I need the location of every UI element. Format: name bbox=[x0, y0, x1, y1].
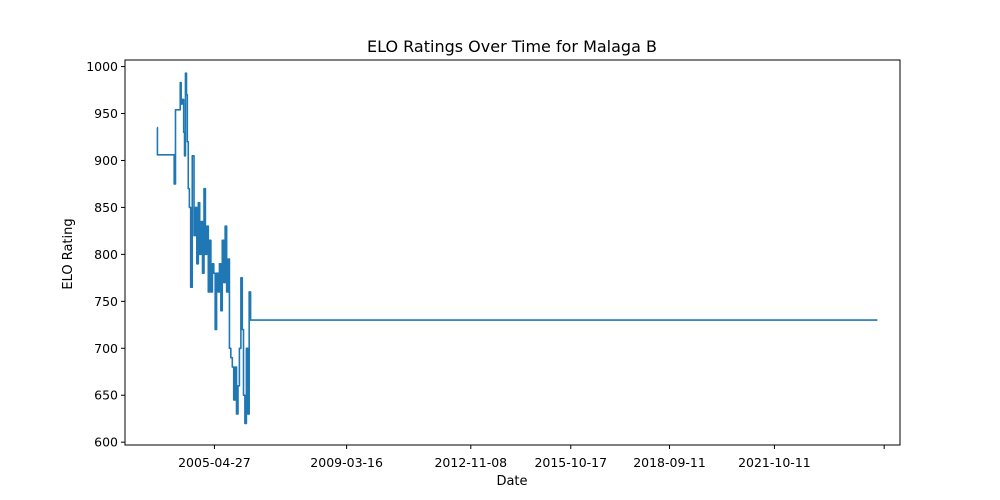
x-tick-label: 2009-03-16 bbox=[310, 455, 383, 470]
plot-area: 600 650 700 750 800 850 900 950 1000 2005-04-27 20… bbox=[86, 59, 901, 470]
x-tick-label: 2005-04-27 bbox=[178, 455, 251, 470]
x-axis-label: Date bbox=[496, 474, 527, 489]
series-line-0 bbox=[156, 72, 878, 425]
y-tick-label: 750 bbox=[94, 294, 118, 309]
x-tick-label: 2015-10-17 bbox=[534, 455, 607, 470]
x-tick-label: 2012-11-08 bbox=[434, 455, 507, 470]
x-tick-label: 2018-09-11 bbox=[633, 455, 706, 470]
plot-frame bbox=[124, 59, 901, 446]
y-tick-label: 650 bbox=[94, 388, 118, 403]
y-tick-label: 950 bbox=[94, 106, 118, 121]
chart-title: ELO Ratings Over Time for Malaga B bbox=[367, 37, 657, 56]
x-tick-label: 2021-10-11 bbox=[738, 455, 811, 470]
y-tick-label: 1000 bbox=[86, 59, 118, 74]
y-axis-label: ELO Rating bbox=[61, 218, 76, 289]
y-tick-label: 800 bbox=[94, 247, 118, 262]
y-tick-label: 600 bbox=[94, 435, 118, 450]
y-tick-label: 900 bbox=[94, 153, 118, 168]
y-tick-label: 850 bbox=[94, 200, 118, 215]
y-tick-label: 700 bbox=[94, 341, 118, 356]
